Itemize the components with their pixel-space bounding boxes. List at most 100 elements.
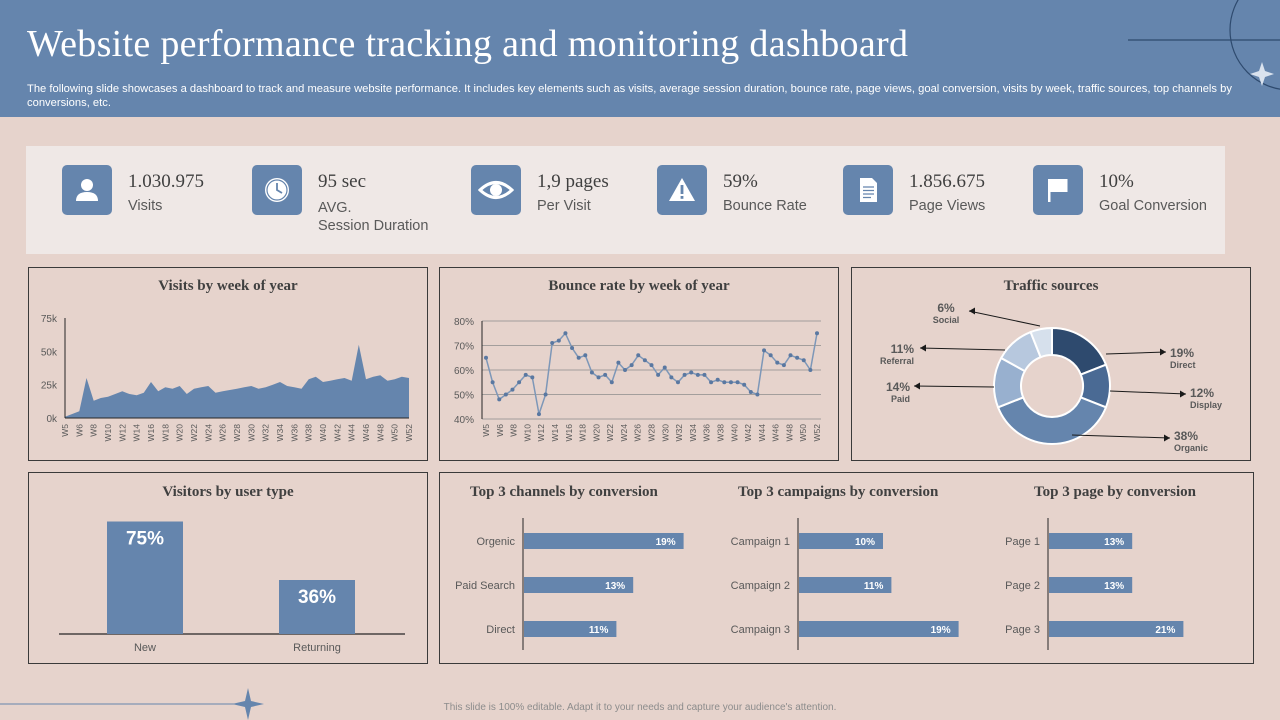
label-arrow <box>1109 390 1187 395</box>
bounce-line-chart: 40% 50% 60% 70% 80% W5 W6 W8 W10 W12 W14 W16 W18 W20 W… <box>454 317 822 442</box>
x-tick-label: W14 <box>132 424 142 442</box>
data-point <box>589 370 594 375</box>
category-label: Page 2 <box>1005 580 1040 592</box>
bar-value-label: 36% <box>298 587 336 608</box>
x-tick-label: W38 <box>304 424 314 442</box>
category-label: Campaign 3 <box>731 624 790 636</box>
category-label: New <box>134 642 156 654</box>
data-point <box>523 372 528 377</box>
x-tick-label: W18 <box>578 424 588 442</box>
kpi-value: 1,9 pages <box>537 171 609 192</box>
label-arrow <box>968 310 1041 327</box>
data-point <box>603 372 608 377</box>
x-tick-label: W5 <box>481 424 491 437</box>
y-tick-label: 25k <box>41 381 58 392</box>
slice-percent: 19% <box>1170 346 1194 360</box>
slice-percent: 11% <box>891 342 915 356</box>
visits-by-week-panel: Visits by week of year 0k 25k 50k 75k W5 W6 W8… <box>28 267 428 461</box>
data-point <box>801 358 806 363</box>
data-point <box>775 360 780 365</box>
panel-title: Bounce rate by week of year <box>548 278 730 294</box>
kpi-label-line-1: AVG. <box>318 200 352 216</box>
data-point <box>543 392 548 397</box>
x-tick-label: W20 <box>175 424 185 442</box>
slice-label: Social <box>933 315 960 325</box>
category-label: Page 3 <box>1005 624 1040 636</box>
hbar <box>799 577 892 593</box>
data-point <box>662 365 667 370</box>
x-tick-label: W48 <box>375 424 385 442</box>
x-tick-label: W42 <box>332 424 342 442</box>
hbar <box>799 621 959 637</box>
x-tick-label: W46 <box>361 424 371 442</box>
data-point <box>715 377 720 382</box>
x-tick-label: W18 <box>160 424 170 442</box>
x-tick-label: W16 <box>146 424 156 442</box>
data-point <box>530 375 535 380</box>
data-point <box>675 380 680 385</box>
clock-icon <box>252 165 302 215</box>
kpi-bar: 1.030.975 Visits 95 sec AVG. Session Dur… <box>26 146 1225 254</box>
slice-label: Referral <box>880 356 914 366</box>
data-point <box>656 372 661 377</box>
panel-title: Visits by week of year <box>158 278 298 294</box>
label-arrow <box>1071 434 1171 439</box>
kpi-label: Goal Conversion <box>1099 198 1207 214</box>
x-tick-label: W22 <box>189 424 199 442</box>
x-tick-label: W20 <box>591 424 601 442</box>
hbar-value-label: 11% <box>589 625 609 636</box>
data-point <box>517 380 522 385</box>
x-tick-label: W36 <box>289 424 299 442</box>
category-label: Paid Search <box>455 580 515 592</box>
arrow-head <box>920 344 926 352</box>
page-subtitle: The following slide showcases a dashboar… <box>27 83 1232 109</box>
data-point <box>550 341 555 346</box>
visitors-by-type-panel: Visitors by user type 75% New 36% Returning <box>28 472 428 664</box>
y-tick-label: 0k <box>46 414 58 425</box>
kpi-value: 1.856.675 <box>909 171 985 192</box>
data-point <box>768 353 773 358</box>
slice-percent: 6% <box>937 301 955 315</box>
page-title: Website performance tracking and monitor… <box>27 23 909 65</box>
traffic-donut-chart: 19%Direct 12%Display 38%Organic 14%Paid 11%R… <box>880 301 1222 453</box>
x-tick-label: W46 <box>771 424 781 442</box>
y-tick-label: 70% <box>454 342 474 353</box>
y-tick-label: 50k <box>41 347 58 358</box>
x-tick-label: W24 <box>203 424 213 442</box>
data-point <box>702 372 707 377</box>
panel-title: Traffic sources <box>1003 278 1099 294</box>
label-arrow <box>919 347 1006 351</box>
hbar-value-label: 13% <box>1104 537 1124 548</box>
x-tick-label: W52 <box>404 424 414 442</box>
arrow-head <box>914 382 920 390</box>
hbar <box>1049 621 1184 637</box>
kpi-value: 59% <box>723 171 758 192</box>
data-point <box>583 353 588 358</box>
hbar-value-label: 11% <box>864 581 884 592</box>
slice-organic <box>996 396 1108 445</box>
x-tick-label: W8 <box>89 424 99 437</box>
data-point <box>510 387 515 392</box>
channels-title: Top 3 channels by conversion <box>470 484 658 500</box>
hbar-value-label: 10% <box>855 537 875 548</box>
x-tick-label: W5 <box>60 424 70 437</box>
data-point <box>576 355 581 360</box>
x-tick-label: W32 <box>674 424 684 442</box>
hbar <box>1049 533 1133 549</box>
data-point <box>490 380 495 385</box>
slice-label: Display <box>1190 400 1222 410</box>
hbar <box>524 621 617 637</box>
hbar <box>524 577 634 593</box>
x-tick-label: W28 <box>647 424 657 442</box>
data-point <box>695 372 700 377</box>
warning-icon <box>657 165 707 215</box>
arrow-head <box>969 307 975 315</box>
slice-social <box>1029 326 1053 359</box>
hbar-value-label: 13% <box>1104 581 1124 592</box>
data-point <box>623 368 628 372</box>
slice-label: Paid <box>891 394 910 404</box>
x-tick-label: W30 <box>660 424 670 442</box>
x-tick-label: W36 <box>702 424 712 442</box>
data-point <box>709 380 714 385</box>
arrow-head <box>1160 348 1166 356</box>
